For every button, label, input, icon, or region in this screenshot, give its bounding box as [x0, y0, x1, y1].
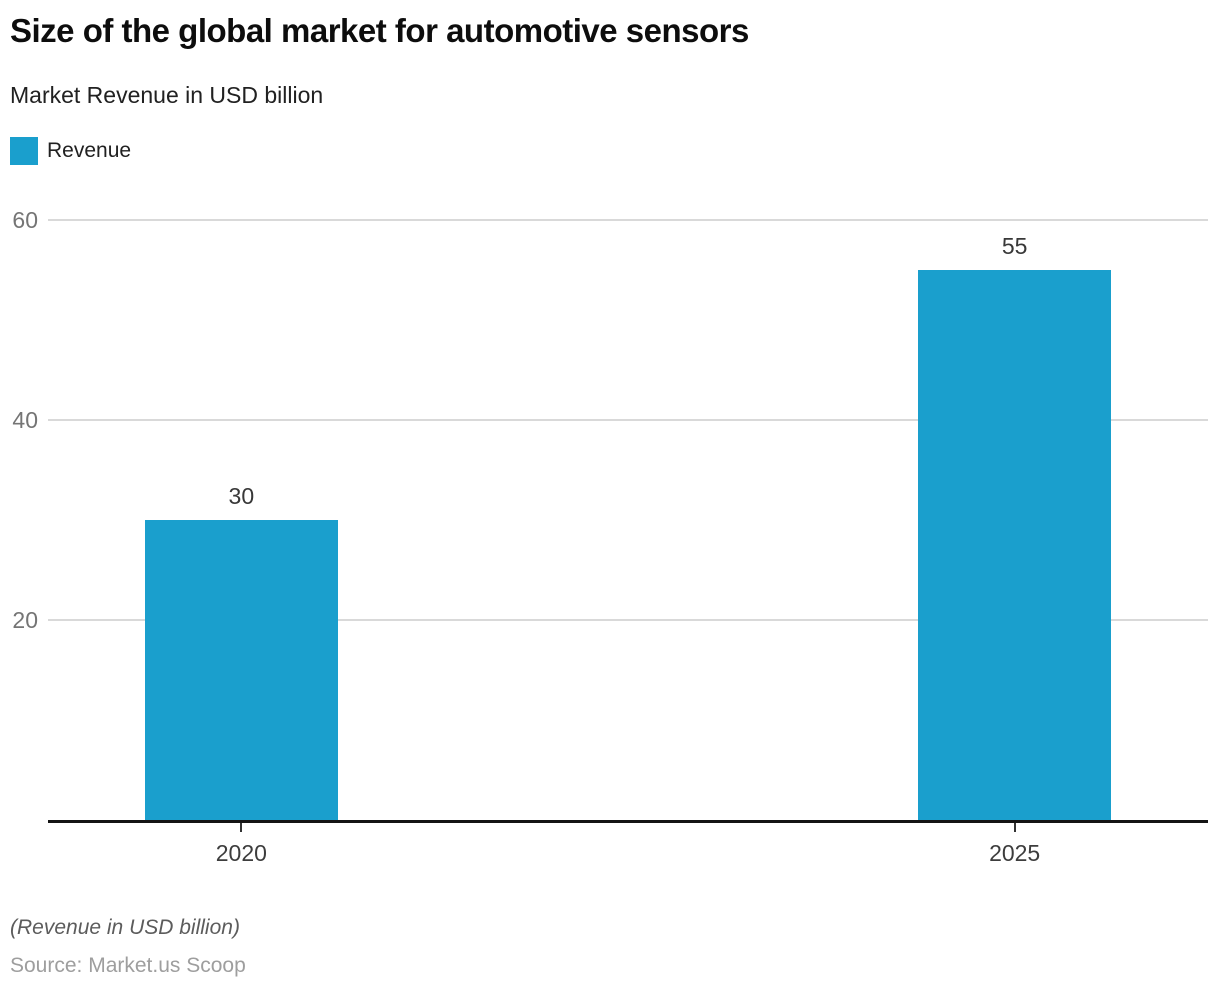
gridline — [48, 219, 1208, 221]
x-axis-line — [48, 820, 1208, 823]
legend: Revenue — [10, 137, 131, 165]
y-axis-tick-label: 60 — [12, 207, 38, 233]
bar-value-label: 55 — [1001, 233, 1028, 259]
x-axis-category-label: 2020 — [215, 840, 267, 866]
bar — [918, 270, 1112, 820]
bar — [144, 520, 338, 820]
y-axis-tick-label: 20 — [12, 607, 38, 633]
y-axis-tick-label: 40 — [12, 407, 38, 433]
footnote: (Revenue in USD billion) — [10, 916, 240, 939]
chart-subtitle: Market Revenue in USD billion — [10, 82, 324, 108]
page-title: Size of the global market for automotive… — [10, 12, 749, 49]
x-axis-tick-mark — [1013, 823, 1016, 832]
bar-value-label: 30 — [228, 483, 255, 509]
source-credit: Source: Market.us Scoop — [10, 954, 246, 977]
legend-label: Revenue — [47, 139, 132, 162]
x-axis-tick-mark — [240, 823, 243, 832]
legend-swatch-icon — [10, 137, 38, 165]
gridline — [48, 619, 1208, 621]
gridline — [48, 419, 1208, 421]
x-axis-category-label: 2025 — [989, 840, 1041, 866]
